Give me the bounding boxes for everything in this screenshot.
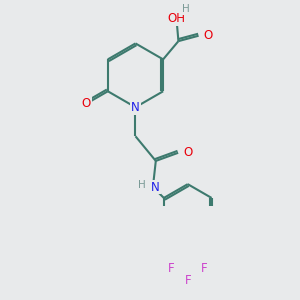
Text: N: N — [131, 101, 140, 114]
Text: F: F — [184, 274, 191, 287]
Text: F: F — [201, 262, 208, 275]
Text: O: O — [203, 29, 212, 42]
Text: OH: OH — [168, 12, 186, 26]
Text: O: O — [183, 146, 193, 159]
Text: O: O — [82, 97, 91, 110]
Text: F: F — [168, 262, 174, 275]
Text: N: N — [151, 181, 160, 194]
Text: H: H — [138, 180, 146, 190]
Text: H: H — [182, 4, 189, 14]
